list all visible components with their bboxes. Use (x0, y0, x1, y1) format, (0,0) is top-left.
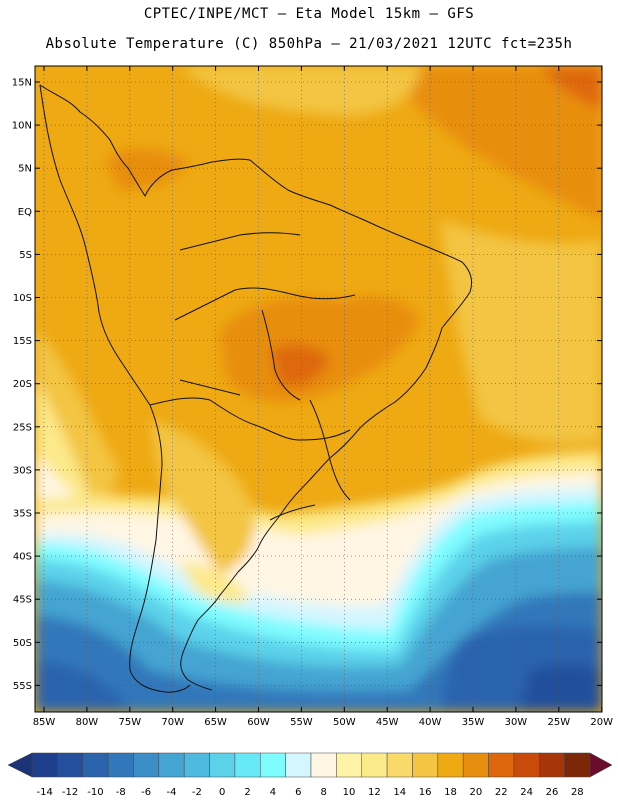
latitude-labels: 15N 10N 5N EQ 5S 10S 15S 20S 25S 30S 35S 40S 45S 50S 5… (12, 78, 32, 692)
colorbar-label: 24 (520, 787, 533, 798)
colorbar-swatch (539, 752, 565, 778)
colorbar-swatch (183, 752, 210, 778)
temperature-field (35, 66, 602, 712)
colorbar-swatch (158, 752, 185, 778)
colorbar (7, 752, 613, 778)
lat-label: 10N (12, 121, 32, 132)
colorbar-swatch (412, 752, 439, 778)
colorbar-swatch (336, 752, 362, 778)
map-title-line1: CPTEC/INPE/MCT – Eta Model 15km – GFS (143, 6, 475, 22)
lat-label: 40S (13, 552, 32, 563)
colorbar-swatch (107, 752, 134, 778)
lat-label: 15S (13, 336, 32, 347)
lat-label: 35S (13, 509, 32, 520)
colorbar-swatch (310, 752, 337, 778)
colorbar-label: -10 (87, 787, 103, 798)
colorbar-label: -2 (192, 787, 202, 798)
colorbar-swatch (462, 752, 489, 778)
colorbar-over-arrow (589, 752, 613, 778)
lat-label: 15N (12, 78, 32, 89)
colorbar-label: 10 (343, 787, 356, 798)
colorbar-label: 8 (320, 787, 326, 798)
colorbar-swatch (564, 752, 591, 778)
colorbar-label: 6 (295, 787, 301, 798)
lon-label: 75W (118, 717, 141, 728)
colorbar-label: -6 (141, 787, 151, 798)
lon-label: 35W (462, 717, 485, 728)
colorbar-label: 26 (546, 787, 559, 798)
lon-label: 65W (204, 717, 227, 728)
lat-label: 55S (13, 681, 32, 692)
colorbar-label: 4 (270, 787, 276, 798)
colorbar-label: 0 (219, 787, 225, 798)
colorbar-swatch (488, 752, 515, 778)
colorbar-label: 18 (444, 787, 457, 798)
colorbar-under-arrow (7, 752, 33, 778)
colorbar-label: -12 (62, 787, 78, 798)
lon-label: 70W (161, 717, 184, 728)
colorbar-label: 22 (495, 787, 508, 798)
map-title-line2: Absolute Temperature (C) 850hPa – 21/03/… (45, 36, 573, 52)
lat-label: 20S (13, 379, 32, 390)
colorbar-label: -4 (167, 787, 177, 798)
lat-label: EQ (18, 207, 32, 218)
colorbar-label: 2 (244, 787, 250, 798)
coastlines-and-borders (39, 84, 473, 693)
colorbar-swatch (260, 752, 286, 778)
lon-label: 55W (290, 717, 313, 728)
lat-label: 30S (13, 465, 32, 476)
longitude-labels: 85W 80W 75W 70W 65W 60W 55W 50W 45W 40W 35W 30W 25W 2… (33, 717, 613, 728)
colorbar-label: -14 (37, 787, 53, 798)
lon-label: 30W (505, 717, 528, 728)
colorbar-label: 14 (393, 787, 406, 798)
colorbar-labels: -14 -12 -10 -8 -6 -4 -2 0 2 4 6 8 10 12 14 16 18 20 22 24 26… (37, 787, 584, 798)
colorbar-swatch (386, 752, 413, 778)
colorbar-swatch (513, 752, 540, 778)
lat-label: 50S (13, 638, 32, 649)
colorbar-label: 16 (419, 787, 432, 798)
lat-label: 5S (19, 250, 32, 261)
colorbar-label: 28 (571, 787, 584, 798)
map-frame-ticks (35, 66, 603, 712)
lat-label: 45S (13, 595, 32, 606)
graticule-grid (35, 66, 602, 712)
colorbar-swatch (209, 752, 236, 778)
colorbar-swatch (57, 752, 83, 778)
colorbar-label: 20 (469, 787, 482, 798)
colorbar-swatch (285, 752, 312, 778)
lon-label: 45W (376, 717, 399, 728)
lon-label: 40W (419, 717, 442, 728)
colorbar-swatch (437, 752, 464, 778)
colorbar-swatch (361, 752, 388, 778)
lon-label: 25W (547, 717, 570, 728)
lon-label: 80W (76, 717, 99, 728)
colorbar-swatch (82, 752, 109, 778)
lon-label: 50W (333, 717, 356, 728)
lat-label: 25S (13, 422, 32, 433)
lon-label: 60W (247, 717, 270, 728)
colorbar-swatch (31, 752, 58, 778)
lat-label: 5N (18, 164, 32, 175)
colorbar-swatch (234, 752, 261, 778)
lat-label: 10S (13, 293, 32, 304)
lon-label: 85W (33, 717, 56, 728)
colorbar-label: 12 (368, 787, 381, 798)
colorbar-swatch (133, 752, 160, 778)
colorbar-label: -8 (116, 787, 126, 798)
map-frame (34, 65, 603, 713)
lon-label: 20W (590, 717, 613, 728)
